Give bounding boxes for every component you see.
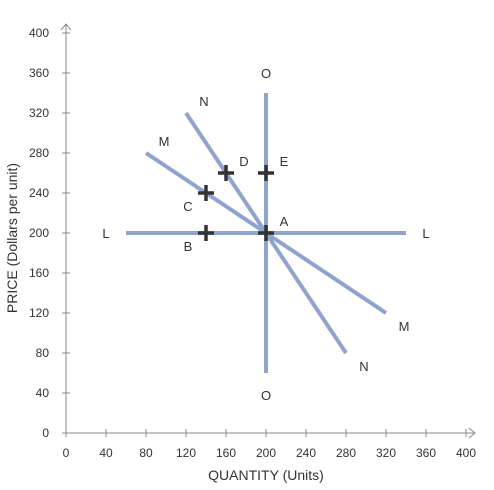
x-tick-label: 80	[139, 446, 153, 460]
curve-label-m: M	[399, 319, 410, 334]
x-tick-label: 320	[376, 446, 396, 460]
labels: L L M M N N O O A B C D E	[102, 66, 429, 403]
point-marker-c	[198, 185, 214, 201]
x-tick-label: 400	[456, 446, 476, 460]
x-tick-label: 360	[416, 446, 436, 460]
point-label-c: C	[183, 199, 192, 214]
curve-label-n: N	[199, 94, 208, 109]
y-tick-label: 360	[29, 66, 49, 80]
point-marker-d	[218, 165, 234, 181]
point-label-a: A	[280, 214, 289, 229]
point-label-b: B	[184, 239, 193, 254]
y-axis-arrow	[60, 23, 72, 31]
curve-label-m: M	[159, 134, 170, 149]
curve-label-l: L	[422, 226, 429, 241]
axes: 0 40 80 120 160 200 240 280 320 360 400 0 40 80 120 160…	[29, 23, 476, 460]
curve-label-l: L	[102, 226, 109, 241]
x-axis-arrow	[468, 427, 476, 439]
curve-label-o: O	[261, 388, 271, 403]
point-marker-a	[258, 225, 274, 241]
y-tick-label: 120	[29, 306, 49, 320]
point-marker-b	[198, 225, 214, 241]
point-label-e: E	[280, 154, 289, 169]
point-label-d: D	[239, 154, 248, 169]
x-tick-label: 120	[176, 446, 196, 460]
x-tick-label: 200	[256, 446, 276, 460]
y-axis-title: PRICE (Dollars per unit)	[4, 163, 20, 313]
y-tick-label: 160	[29, 266, 49, 280]
x-axis-title: QUANTITY (Units)	[208, 467, 324, 483]
x-tick-label: 280	[336, 446, 356, 460]
point-marker-e	[258, 165, 274, 181]
x-tick-label: 0	[63, 446, 70, 460]
y-tick-label: 80	[36, 346, 50, 360]
y-tick-label: 400	[29, 26, 49, 40]
y-tick-label: 40	[36, 386, 50, 400]
curve-label-n: N	[359, 359, 368, 374]
y-tick-label: 240	[29, 186, 49, 200]
y-tick-label: 320	[29, 106, 49, 120]
point-markers	[198, 165, 274, 241]
y-tick-label: 0	[42, 426, 49, 440]
x-tick-label: 40	[99, 446, 113, 460]
y-tick-label: 280	[29, 146, 49, 160]
y-tick-label: 200	[29, 226, 49, 240]
curve-label-o: O	[261, 66, 271, 81]
x-tick-label: 240	[296, 446, 316, 460]
x-tick-label: 160	[216, 446, 236, 460]
